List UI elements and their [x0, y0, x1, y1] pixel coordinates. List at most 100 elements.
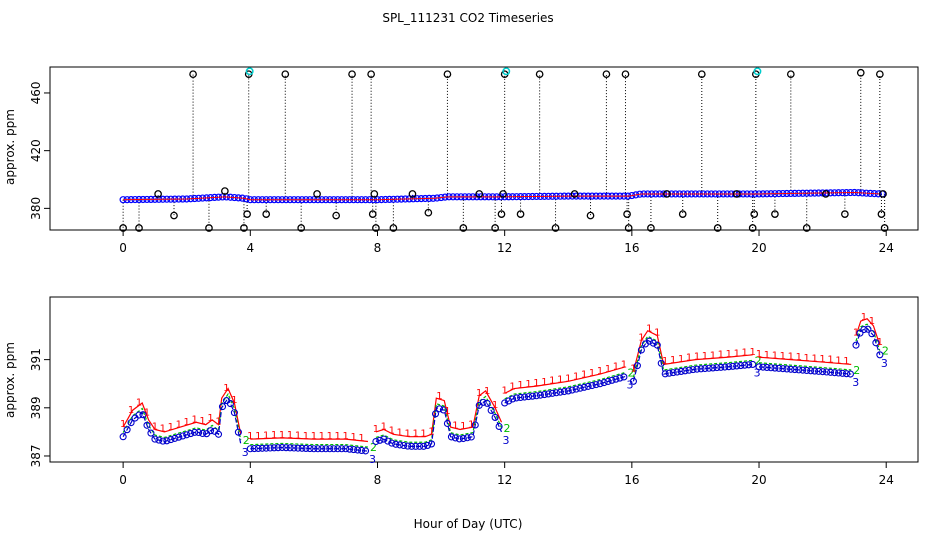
series-1-marker: 1 [215, 417, 221, 428]
series-2-line [250, 442, 369, 448]
spike-point [551, 224, 560, 232]
plot-frame-top [49, 66, 919, 231]
series-1-marker: 1 [573, 372, 579, 383]
series-3-point [266, 444, 274, 452]
series-3-point [725, 363, 733, 371]
series-3-point [576, 384, 584, 392]
spike-point [332, 211, 341, 220]
series-3-point [127, 419, 135, 427]
spike-point [497, 210, 506, 218]
series-3-point [459, 434, 467, 443]
spike-point [240, 224, 248, 232]
x-axis-label: Hour of Day (UTC) [414, 517, 523, 531]
series-1-line [632, 329, 753, 372]
series-3-point [455, 435, 463, 443]
spike-point [875, 70, 884, 79]
series-3-point [286, 444, 294, 452]
series-3-point [791, 366, 799, 374]
series-1-marker: 1 [756, 349, 762, 360]
series-3-marker: 3 [852, 376, 859, 389]
series-3-point [661, 370, 669, 378]
spike-point [841, 210, 849, 218]
series-1-marker: 1 [788, 352, 794, 363]
series-2-marker: 2 [755, 354, 762, 367]
series-1-marker: 1 [654, 328, 660, 339]
series-3-point [234, 428, 242, 436]
spike-point [879, 190, 887, 198]
series-3-marker: 3 [626, 378, 633, 391]
series-3-point [815, 367, 823, 375]
series-2-marker: 2 [627, 366, 634, 379]
series-3-point [491, 413, 499, 421]
series-1-marker: 1 [476, 388, 482, 399]
series-1-marker: 1 [686, 353, 692, 364]
series-3-point [435, 405, 444, 413]
series-1-marker: 1 [358, 433, 364, 444]
series-1-marker: 1 [804, 353, 810, 364]
series-3-point [564, 387, 572, 395]
flagged-point [753, 67, 762, 76]
series-3-line [758, 366, 852, 375]
series-3-point [346, 445, 354, 453]
y-tick-label: 389 [29, 396, 43, 419]
series-3-point [568, 386, 576, 394]
series-1-line [375, 390, 503, 438]
x-tick-label: 12 [497, 241, 512, 255]
series-3-point [771, 364, 779, 372]
series-3-point [167, 436, 175, 444]
x-tick-label: 12 [497, 473, 512, 487]
series-3-point [803, 366, 811, 375]
spike-point [786, 70, 795, 79]
series-3-point [218, 403, 227, 411]
series-3-point [580, 383, 588, 391]
series-3-point [509, 395, 517, 403]
series-1-marker: 1 [389, 425, 395, 436]
series-1-marker: 1 [436, 391, 442, 402]
series-1-marker: 1 [549, 376, 555, 387]
series-3-point [135, 411, 143, 419]
series-1-marker: 1 [176, 420, 182, 431]
series-3-point [163, 437, 171, 445]
spike-point [408, 190, 417, 198]
series-3-point [681, 367, 689, 375]
series-3-point [278, 443, 286, 452]
series-1-marker: 1 [843, 356, 849, 367]
y-tick-label: 380 [29, 197, 43, 220]
series-3-point [783, 365, 791, 373]
series-2-marker: 2 [853, 364, 860, 377]
series-2-line [375, 395, 503, 443]
series-1-marker: 1 [152, 421, 158, 432]
series-1-marker: 1 [319, 431, 325, 442]
series-3-point [856, 329, 864, 337]
series-3-point [713, 364, 721, 372]
series-3-point [310, 445, 318, 453]
spike-point [262, 210, 271, 218]
baseline-point [632, 191, 640, 199]
series-3-point [872, 339, 880, 347]
y-tick-label: 387 [29, 445, 43, 468]
flagged-point [502, 67, 511, 76]
series-1-line [758, 356, 852, 366]
series-3-point [596, 380, 604, 388]
series-3-point [290, 444, 298, 452]
spike-point [535, 70, 544, 79]
series-1-marker: 1 [734, 348, 740, 359]
series-3-point [842, 370, 851, 378]
spike-point [516, 210, 525, 218]
series-1-marker: 1 [311, 431, 317, 442]
series-3-point [487, 406, 495, 414]
series-3-marker: 3 [242, 446, 249, 459]
series-1-marker: 1 [160, 423, 166, 434]
series-3-point [673, 368, 681, 376]
series-3-point [616, 374, 624, 382]
series-3-point [334, 445, 342, 453]
series-3-point [846, 370, 854, 378]
series-1-marker: 1 [710, 350, 716, 361]
spike-point [205, 224, 213, 232]
series-3-point [799, 366, 807, 374]
series-3-point [520, 393, 529, 401]
series-3-point [294, 444, 302, 452]
series-3-point [501, 399, 509, 407]
